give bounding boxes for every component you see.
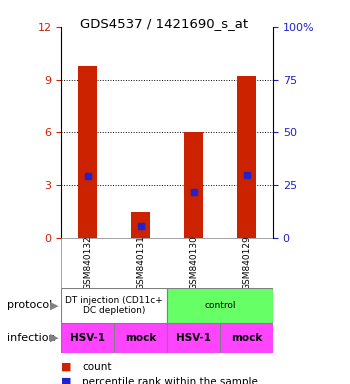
Text: ■: ■: [61, 377, 72, 384]
Bar: [184, 132, 203, 238]
Text: GSM840132: GSM840132: [83, 236, 92, 290]
Text: GSM840131: GSM840131: [136, 236, 145, 290]
Bar: [61, 323, 114, 353]
Text: mock: mock: [231, 333, 262, 343]
Bar: [220, 323, 273, 353]
Text: DT injection (CD11c+
DC depletion): DT injection (CD11c+ DC depletion): [65, 296, 163, 315]
Bar: [167, 323, 220, 353]
Text: ■: ■: [61, 362, 72, 372]
Text: control: control: [204, 301, 236, 310]
Text: percentile rank within the sample: percentile rank within the sample: [82, 377, 258, 384]
Text: GSM840129: GSM840129: [242, 236, 251, 290]
Bar: [78, 66, 97, 238]
Text: protocol: protocol: [7, 300, 52, 310]
Bar: [237, 76, 256, 238]
Bar: [114, 323, 167, 353]
Bar: [61, 288, 167, 323]
Text: ▶: ▶: [50, 300, 58, 310]
Text: GDS4537 / 1421690_s_at: GDS4537 / 1421690_s_at: [80, 17, 248, 30]
Bar: [167, 288, 273, 323]
Text: HSV-1: HSV-1: [70, 333, 105, 343]
Text: ▶: ▶: [50, 333, 58, 343]
Bar: [131, 212, 150, 238]
Text: mock: mock: [125, 333, 156, 343]
Text: HSV-1: HSV-1: [176, 333, 211, 343]
Text: infection: infection: [7, 333, 56, 343]
Text: GSM840130: GSM840130: [189, 236, 198, 290]
Text: count: count: [82, 362, 112, 372]
